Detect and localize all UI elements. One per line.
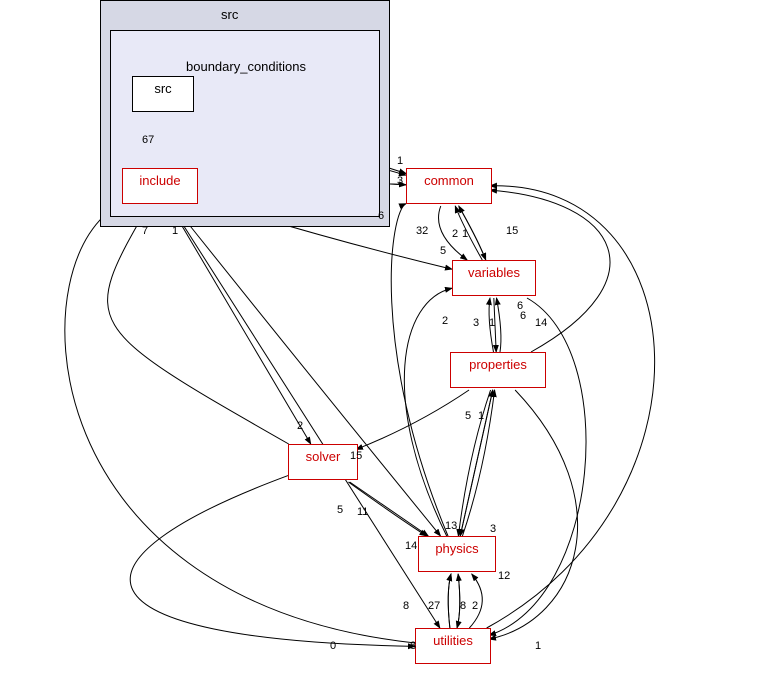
edge-label: 14 [535, 317, 547, 329]
edge-label: 32 [416, 225, 428, 237]
edge-label: 15 [350, 450, 362, 462]
edge-label: 2 [452, 228, 458, 240]
edge-label: 5 [440, 245, 446, 257]
edge-label: 2 [442, 315, 448, 327]
edge-label: 67 [142, 134, 154, 146]
edge-label: 1 [397, 155, 403, 167]
edge-properties-solver [356, 390, 469, 449]
container-src-label: src [221, 7, 238, 22]
node-include[interactable]: include [122, 168, 198, 204]
edge-label: 1 [478, 410, 484, 422]
edge-label: 7 [142, 225, 148, 237]
edge-utilities-physics [448, 574, 451, 628]
edge-label: 5 [337, 504, 343, 516]
edge-label: 5 [465, 410, 471, 422]
node-solver[interactable]: solver [288, 444, 358, 480]
edge-label: 13 [445, 520, 457, 532]
node-src[interactable]: src [132, 76, 194, 112]
edge-variables-common [455, 206, 482, 260]
edge-label: 8 [460, 600, 466, 612]
edge-label: 27 [428, 600, 440, 612]
edge-properties-utilities [489, 390, 578, 639]
edge-label: 3 [473, 317, 479, 329]
node-utilities[interactable]: utilities [415, 628, 491, 664]
edge-include-solver [170, 206, 311, 444]
edge-label: 1 [489, 317, 495, 329]
edge-label: 0 [330, 640, 336, 652]
edge-solver-utilities [130, 476, 415, 647]
edge-include-physics [174, 206, 440, 536]
edge-label: 6 [520, 310, 526, 322]
edge-label: 1 [535, 640, 541, 652]
edge-label: 1 [172, 225, 178, 237]
container-bc-label: boundary_conditions [186, 59, 306, 74]
edge-label: 3 [397, 175, 403, 187]
edge-label: 1 [462, 228, 468, 240]
edge-label: 6 [378, 210, 384, 222]
edge-utilities-include [65, 204, 415, 643]
edge-label: 8 [403, 600, 409, 612]
edge-label: 2 [472, 600, 478, 612]
edge-label: 14 [405, 540, 417, 552]
edge-label: 8 [410, 640, 416, 652]
edge-label: 15 [506, 225, 518, 237]
node-physics[interactable]: physics [418, 536, 496, 572]
edge-properties-physics [458, 390, 490, 536]
node-common[interactable]: common [406, 168, 492, 204]
edge-include-utilities [171, 206, 440, 628]
edge-label: 12 [498, 570, 510, 582]
edge-utilities-common [487, 186, 655, 628]
edge-label: 2 [297, 420, 303, 432]
edge-label: 11 [357, 506, 368, 518]
edge-label: 3 [490, 523, 496, 535]
edge-properties-variables [497, 298, 501, 352]
node-properties[interactable]: properties [450, 352, 546, 388]
node-variables[interactable]: variables [452, 260, 536, 296]
edge-solver-include [108, 206, 289, 444]
